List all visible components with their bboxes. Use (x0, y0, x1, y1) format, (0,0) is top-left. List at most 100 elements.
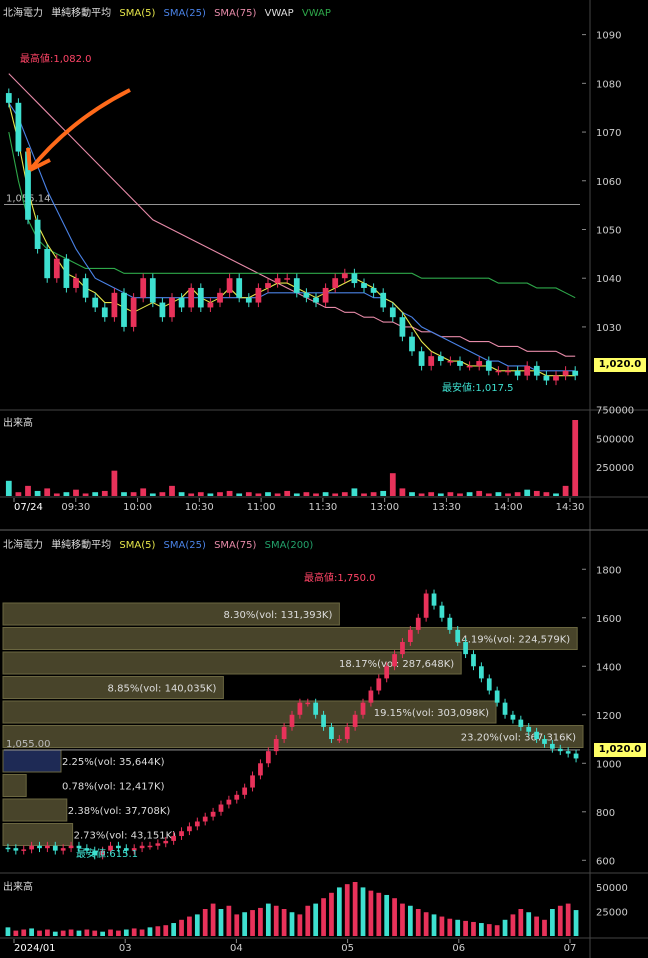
volume-bar (44, 488, 51, 496)
candle-body (297, 702, 303, 715)
candle-body (45, 845, 50, 849)
candle-body (476, 361, 483, 366)
candle-body (463, 642, 468, 655)
candle-body (21, 849, 27, 851)
candle-body (428, 356, 435, 366)
candle-body (284, 278, 291, 280)
volume-bar (202, 909, 208, 936)
candle-body (524, 365, 531, 376)
candle-body (341, 273, 348, 279)
volume-bar (550, 909, 555, 936)
candle-body (52, 845, 58, 851)
y-tick-label: 1400 (596, 662, 621, 673)
candle-body (139, 845, 145, 849)
volume-bar (73, 489, 79, 496)
volume-bar (351, 488, 358, 496)
volume-bar (265, 492, 271, 496)
volume-bar (329, 892, 334, 936)
volume-bar (289, 912, 295, 936)
volume-bar (437, 493, 444, 496)
candle-body (293, 278, 300, 293)
volume-bar (476, 490, 483, 496)
volume-bar (255, 493, 262, 496)
volume-bar (471, 921, 476, 936)
x-tick-label: 09:30 (61, 502, 90, 513)
candle-body (123, 848, 129, 851)
volume-bar (52, 931, 58, 936)
x-tick-label: 06 (452, 943, 465, 954)
y-tick-label: 1070 (596, 128, 621, 139)
legend-sma75-daily: SMA(75) (214, 540, 257, 551)
candle-body (505, 370, 511, 373)
volume-bar (479, 923, 484, 936)
candle-body (289, 714, 295, 727)
volume-profile-bar (2, 700, 497, 724)
volume-bar (92, 492, 99, 496)
candle-body (111, 292, 118, 318)
volume-bar (194, 914, 200, 936)
x-tick-label: 05 (341, 943, 354, 954)
volume-label-daily: 出来高 (3, 882, 33, 893)
intraday-header: 北海電力 単純移動平均 SMA(5) SMA(25) SMA(75) VWAP … (3, 4, 336, 19)
volume-bar (121, 492, 127, 496)
x-tick-label: 14:00 (494, 502, 523, 513)
volume-bar (447, 918, 453, 936)
volume-bar (53, 493, 60, 496)
candle-body (447, 617, 453, 630)
candle-body (147, 845, 153, 848)
volume-profile-label: 2.38%(vol: 37,708K) (68, 806, 171, 817)
x-tick-label: 13:00 (370, 502, 399, 513)
volume-bar (455, 919, 461, 936)
candle-body (163, 840, 169, 844)
candle-body (281, 726, 287, 740)
candle-body (131, 848, 137, 851)
volume-bar (524, 489, 531, 496)
candle-body (455, 629, 461, 643)
indicator-name: 単純移動平均 (51, 8, 112, 19)
candle-body (13, 848, 19, 851)
annotation-arrow (28, 88, 131, 172)
legend-sma25-daily: SMA(25) (163, 540, 206, 551)
volume-bar (140, 488, 147, 496)
volume-bar (495, 492, 502, 496)
volume-bar (409, 492, 415, 496)
candle-body (313, 702, 319, 715)
candle-body (82, 278, 89, 298)
candle-body (368, 690, 374, 703)
min-price-label: 最安値:615.1 (76, 847, 138, 860)
candle-body (399, 317, 406, 337)
volume-bar (368, 890, 374, 936)
volume-bar (415, 909, 421, 936)
candle-body (305, 702, 311, 705)
candle-body (155, 843, 161, 846)
x-tick-label: 04 (230, 943, 243, 954)
volume-bar (297, 914, 303, 936)
volume-bar (34, 490, 41, 496)
sma75-line (8, 73, 576, 357)
candle-body (418, 351, 425, 366)
candle-body (423, 593, 429, 618)
candle-body (5, 93, 12, 103)
candle-body (494, 690, 500, 703)
volume-bar (76, 930, 82, 936)
volume-bar (418, 493, 425, 496)
volume-bar (485, 493, 492, 496)
x-tick-label: 10:30 (185, 502, 214, 513)
candle-body (245, 297, 252, 303)
candle-body (485, 361, 492, 371)
candle-body (361, 283, 367, 288)
candle-body (322, 287, 329, 303)
y-tick-label: 1060 (596, 177, 621, 188)
stock-name-daily: 北海電力 (3, 540, 43, 551)
volume-bar (130, 492, 137, 496)
volume-bar (68, 929, 74, 936)
volume-bar (573, 910, 579, 936)
volume-bar (439, 916, 445, 936)
volume-profile-bar (2, 602, 340, 626)
volume-bar (407, 905, 413, 936)
volume-bar (197, 492, 204, 496)
candle-body (526, 726, 532, 732)
min-price-label: 最安値:1,017.5 (442, 381, 514, 394)
volume-bar (384, 894, 390, 936)
